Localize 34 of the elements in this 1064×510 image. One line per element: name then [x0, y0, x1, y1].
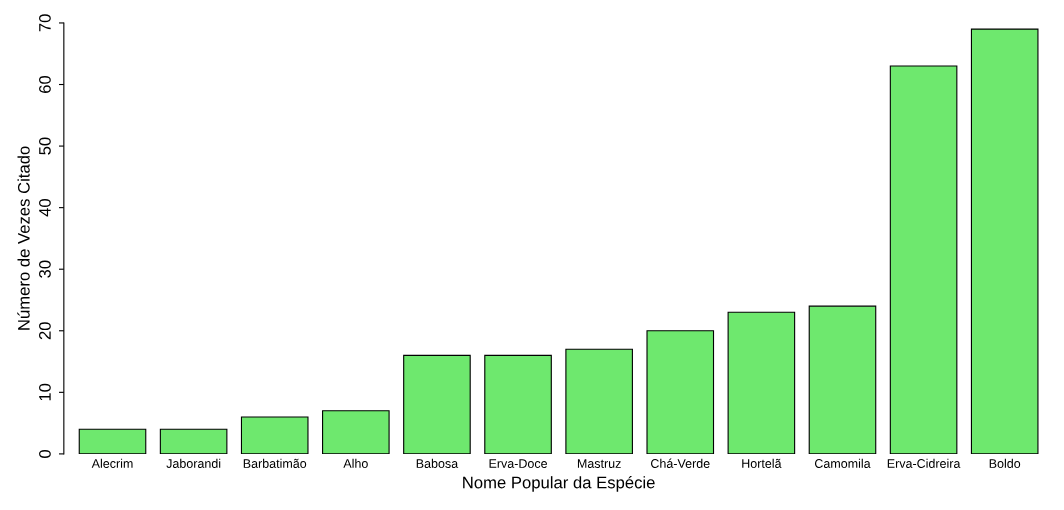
x-tick-label: Babosa: [416, 458, 459, 468]
y-tick-label: 20: [39, 322, 51, 340]
bar: [565, 348, 633, 454]
x-tick-label: Camomila: [814, 458, 871, 468]
x-tick-label: Alho: [343, 458, 368, 468]
bar: [484, 354, 552, 454]
x-tick-label: Hortelã: [742, 458, 782, 468]
bar: [970, 28, 1039, 454]
bar: [403, 354, 471, 454]
y-axis-title: Número de Vezes Citado: [17, 146, 30, 330]
x-tick-label: Alecrim: [91, 458, 133, 468]
y-tick-label: 30: [39, 260, 51, 278]
y-tick-label: 70: [39, 14, 51, 32]
x-axis-title: Nome Popular da Espécie: [463, 475, 655, 492]
bar: [808, 305, 877, 454]
x-tick-label: Boldo: [989, 458, 1021, 468]
y-tick-label: 60: [39, 75, 51, 93]
x-tick-label: Mastruz: [577, 459, 621, 468]
bar: [159, 428, 228, 454]
y-tick-label: 50: [39, 137, 51, 155]
bar: [889, 65, 958, 454]
x-tick-label: Erva-Cidreira: [887, 458, 961, 468]
x-tick-label: Barbatimão: [243, 458, 307, 468]
x-tick-label: Erva-Doce: [489, 459, 548, 468]
y-tick-label: 40: [39, 199, 51, 217]
y-tick-label: 10: [39, 383, 51, 401]
x-tick-label: Jaborandi: [166, 458, 221, 468]
bar: [646, 330, 715, 454]
bar: [322, 410, 390, 454]
bar: [78, 428, 147, 454]
x-tick-label: Chá-Verde: [651, 458, 710, 468]
bar: [240, 416, 309, 454]
bar: [727, 311, 796, 454]
y-tick-label: 0: [39, 449, 51, 458]
